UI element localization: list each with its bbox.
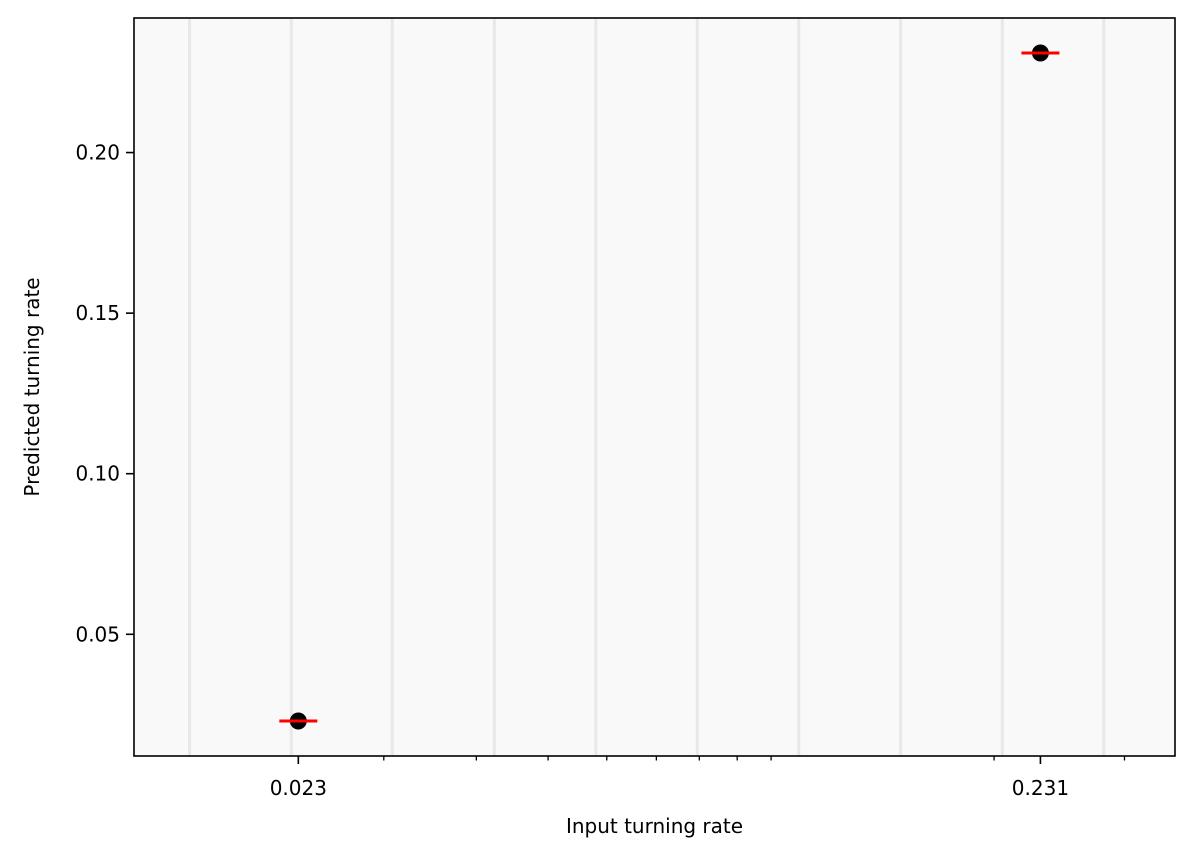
data-marks	[279, 44, 1060, 730]
y-axis: 0.05 0.10 0.15 0.20	[75, 141, 134, 646]
y-tick-label: 0.05	[75, 622, 120, 646]
background-bands	[188, 18, 1106, 756]
x-tick-label: 0.231	[1012, 776, 1069, 800]
y-axis-title: Predicted turning rate	[20, 277, 44, 496]
y-tick-label: 0.15	[75, 301, 120, 325]
y-tick-label: 0.10	[75, 462, 120, 486]
x-axis: 0.023 0.231	[270, 756, 1126, 800]
x-tick-label: 0.023	[270, 776, 327, 800]
plot-frame	[133, 17, 1176, 757]
y-tick-label: 0.20	[75, 141, 120, 165]
x-axis-title: Input turning rate	[566, 814, 743, 838]
